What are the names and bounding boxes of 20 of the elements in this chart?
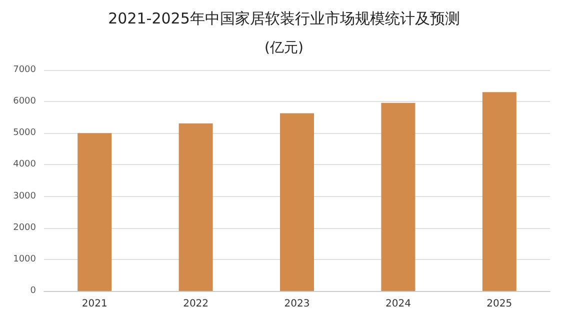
bar [482, 92, 516, 291]
y-tick-label: 2000 [13, 222, 36, 233]
chart-subtitle: (亿元) [264, 40, 304, 56]
y-tick-label: 3000 [13, 191, 36, 202]
x-tick-label: 2023 [284, 298, 310, 310]
bar [280, 113, 314, 291]
bar [178, 123, 213, 291]
x-tick-label: 2021 [82, 298, 108, 310]
bar [78, 133, 112, 291]
x-tick-label: 2024 [385, 298, 411, 310]
bar [381, 102, 416, 291]
y-tick-label: 7000 [13, 65, 36, 75]
y-tick-label: 5000 [13, 128, 36, 138]
y-tick-label: 4000 [13, 160, 36, 170]
y-tick-label: 6000 [13, 96, 36, 107]
y-tick-label: 1000 [13, 254, 36, 264]
x-tick-label: 2025 [486, 298, 512, 310]
chart-title: 2021-2025年中国家居软装行业市场规模统计及预测 [108, 10, 460, 28]
x-tick-label: 2022 [183, 298, 209, 310]
y-tick-label: 0 [30, 286, 36, 296]
